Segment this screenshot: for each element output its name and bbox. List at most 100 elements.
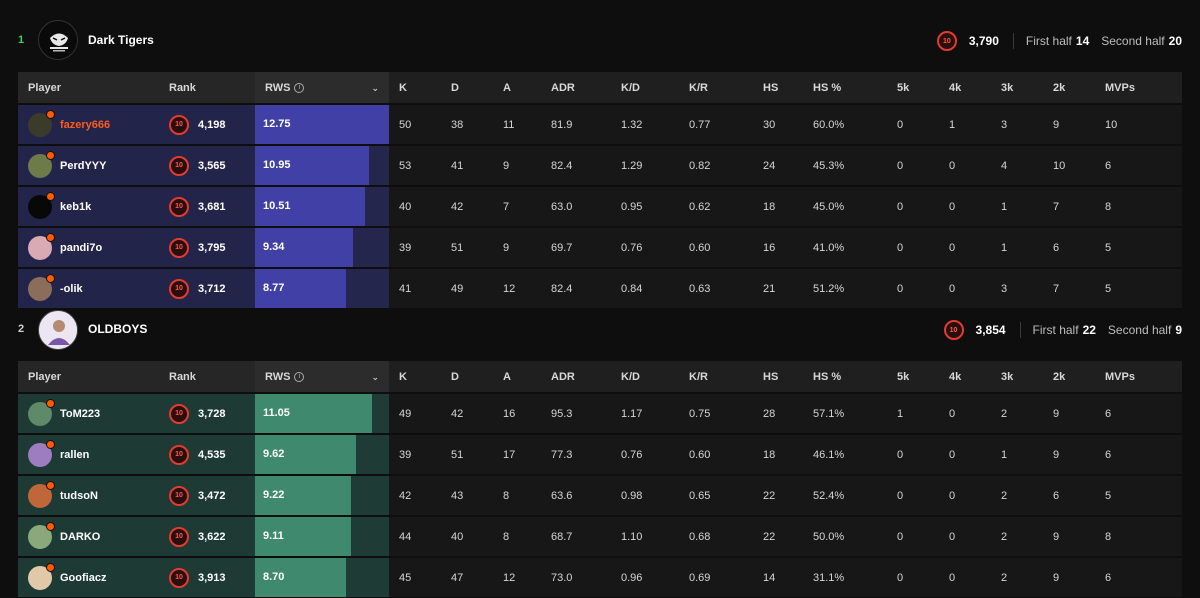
player-cell[interactable]: fazery666 [18,104,159,146]
col-mvps[interactable]: MVPs [1095,72,1182,105]
col-rws[interactable]: RWS i ⌄ [255,72,389,105]
col-4k[interactable]: 4k [939,361,991,394]
player-cell[interactable]: -olik [18,268,159,310]
col-player[interactable]: Player [18,361,159,394]
col-kr[interactable]: K/R [679,72,753,105]
table-row[interactable]: Goofiacz 10 3,913 8.70 45 47 12 73.0 0.96 0.69 14 3… [18,557,1182,598]
player-name[interactable]: keb1k [60,200,92,213]
rws-value: 9.34 [263,241,285,253]
avatar[interactable] [28,273,55,301]
player-name[interactable]: DARKO [60,530,101,543]
col-5k[interactable]: 5k [887,361,939,394]
rws-bar [255,146,370,185]
col-hs-pct[interactable]: HS % [803,361,887,394]
avatar[interactable] [28,480,55,508]
avatar[interactable] [28,398,55,426]
stat-k4: 0 [939,393,991,435]
table-row[interactable]: ToM223 10 3,728 11.05 49 42 16 95.3 1.17 0.75 28 57… [18,393,1182,435]
col-d[interactable]: D [441,361,493,394]
team-name[interactable]: OLDBOYS [88,322,148,336]
table-row[interactable]: tudsoN 10 3,472 9.22 42 43 8 63.6 0.98 0.65 22 52.4… [18,475,1182,517]
team-logo[interactable] [38,310,78,350]
avatar[interactable] [28,109,55,137]
stat-kr: 0.63 [679,268,753,310]
player-cell[interactable]: pandi7o [18,227,159,269]
level-badge-icon [46,191,55,201]
stat-mvps: 8 [1095,516,1182,558]
team-position: 1 [18,34,25,46]
stat-k3: 1 [991,227,1043,269]
col-d[interactable]: D [441,72,493,105]
avatar[interactable] [28,150,55,178]
player-cell[interactable]: DARKO [18,516,159,558]
rws-bar [255,105,389,144]
col-4k[interactable]: 4k [939,72,991,105]
stat-k2: 9 [1043,557,1095,598]
table-row[interactable]: -olik 10 3,712 8.77 41 49 12 82.4 0.84 0.63 21 51.2… [18,268,1182,310]
stat-mvps: 6 [1095,557,1182,598]
col-3k[interactable]: 3k [991,361,1043,394]
col-kr[interactable]: K/R [679,361,753,394]
rws-cell: 8.77 [255,268,389,310]
info-icon[interactable]: i [294,82,305,93]
player-cell[interactable]: rallen [18,434,159,476]
chevron-down-icon[interactable]: ⌄ [371,83,379,93]
avatar[interactable] [28,191,55,219]
col-2k[interactable]: 2k [1043,72,1095,105]
table-row[interactable]: rallen 10 4,535 9.62 39 51 17 77.3 0.76 0.60 18 46.… [18,434,1182,476]
info-icon[interactable]: i [294,371,305,382]
player-name[interactable]: PerdYYY [60,159,107,172]
col-a[interactable]: A [493,361,541,394]
col-k[interactable]: K [389,72,441,105]
player-name[interactable]: tudsoN [60,489,98,502]
avatar[interactable] [28,232,55,260]
player-name[interactable]: ToM223 [60,407,101,420]
col-2k[interactable]: 2k [1043,361,1095,394]
stat-d: 41 [441,145,493,187]
col-rws[interactable]: RWS i ⌄ [255,361,389,394]
player-cell[interactable]: keb1k [18,186,159,228]
col-adr[interactable]: ADR [541,361,611,394]
col-kd[interactable]: K/D [611,72,679,105]
player-name[interactable]: -olik [60,282,83,295]
col-adr[interactable]: ADR [541,72,611,105]
col-k[interactable]: K [389,361,441,394]
col-hs[interactable]: HS [753,72,803,105]
col-5k[interactable]: 5k [887,72,939,105]
team-stats: 10 3,790 First half 14 Second half 20 [936,31,1182,51]
player-info: DARKO [28,521,159,549]
stat-k5: 0 [887,104,939,146]
player-cell[interactable]: PerdYYY [18,145,159,187]
player-name[interactable]: Goofiacz [60,571,107,584]
team-name[interactable]: Dark Tigers [88,33,154,47]
player-name[interactable]: rallen [60,448,90,461]
col-3k[interactable]: 3k [991,72,1043,105]
col-hs-pct[interactable]: HS % [803,72,887,105]
col-kd[interactable]: K/D [611,361,679,394]
col-a[interactable]: A [493,72,541,105]
player-cell[interactable]: Goofiacz [18,557,159,598]
table-row[interactable]: PerdYYY 10 3,565 10.95 53 41 9 82.4 1.29 0.82 24 45… [18,145,1182,187]
team-logo[interactable] [38,20,78,60]
col-rank[interactable]: Rank [159,361,255,394]
player-name[interactable]: fazery666 [60,118,111,131]
col-rank[interactable]: Rank [159,72,255,105]
col-hs[interactable]: HS [753,361,803,394]
col-mvps[interactable]: MVPs [1095,361,1182,394]
stat-k3: 3 [991,268,1043,310]
avatar[interactable] [28,521,55,549]
table-row[interactable]: keb1k 10 3,681 10.51 40 42 7 63.0 0.95 0.62 18 45.0… [18,186,1182,228]
stat-kr: 0.65 [679,475,753,517]
player-name[interactable]: pandi7o [60,241,103,254]
table-row[interactable]: DARKO 10 3,622 9.11 44 40 8 68.7 1.10 0.68 22 50.0%… [18,516,1182,558]
avatar[interactable] [28,562,55,590]
avatar[interactable] [28,439,55,467]
player-cell[interactable]: tudsoN [18,475,159,517]
first-half-score: 22 [1082,323,1096,337]
level-badge-icon [46,562,55,572]
chevron-down-icon[interactable]: ⌄ [371,372,379,382]
col-player[interactable]: Player [18,72,159,105]
table-row[interactable]: pandi7o 10 3,795 9.34 39 51 9 69.7 0.76 0.60 16 41.… [18,227,1182,269]
player-cell[interactable]: ToM223 [18,393,159,435]
table-row[interactable]: fazery666 10 4,198 12.75 50 38 11 81.9 1.32 0.77 3… [18,104,1182,146]
